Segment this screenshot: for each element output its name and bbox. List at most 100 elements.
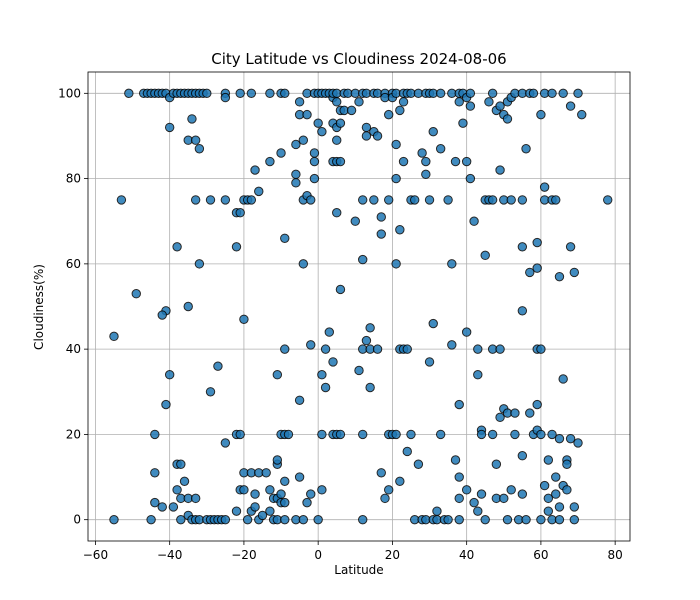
data-point [335, 284, 346, 295]
data-point [480, 514, 490, 525]
data-point [205, 387, 216, 397]
data-point [569, 502, 580, 512]
data-point [354, 365, 364, 376]
data-point [261, 468, 271, 478]
data-point [172, 242, 182, 252]
data-point [354, 97, 364, 107]
data-point [398, 156, 409, 167]
data-point [525, 267, 535, 278]
data-point [577, 109, 587, 120]
data-point [250, 502, 260, 512]
x-tick-label: 80 [608, 548, 623, 562]
data-point [265, 485, 275, 495]
data-point [294, 472, 305, 482]
data-point [502, 114, 513, 124]
data-point [294, 395, 305, 405]
data-point [302, 109, 312, 120]
data-point [450, 455, 461, 465]
data-point [569, 267, 580, 278]
data-point [346, 105, 357, 116]
data-point [280, 344, 290, 354]
data-point [164, 122, 175, 133]
y-tick-label: 100 [58, 86, 81, 100]
data-point [332, 97, 342, 107]
data-point [435, 88, 446, 99]
data-point [257, 510, 268, 521]
data-point [164, 370, 175, 380]
y-tick-label: 20 [66, 427, 81, 441]
data-point [176, 459, 186, 469]
data-point [358, 254, 368, 265]
data-points [109, 88, 613, 525]
data-point [454, 399, 464, 410]
data-point [298, 135, 309, 145]
data-point [491, 459, 502, 469]
data-point [473, 344, 483, 354]
data-point [391, 429, 401, 440]
data-point [495, 101, 505, 111]
data-point [306, 340, 316, 350]
data-point [109, 514, 119, 525]
data-point [372, 344, 383, 354]
x-tick-label: −60 [83, 548, 108, 562]
data-point [350, 216, 360, 226]
data-point [246, 195, 257, 205]
data-point [194, 144, 205, 154]
data-point [487, 195, 498, 205]
data-point [435, 429, 446, 440]
data-point [280, 476, 290, 487]
data-point [265, 156, 275, 167]
data-point [380, 493, 390, 504]
data-point [317, 370, 327, 380]
data-point [250, 165, 260, 175]
data-point [510, 408, 520, 418]
data-point [246, 88, 257, 99]
data-point [603, 195, 613, 205]
data-point [558, 374, 568, 384]
data-point [421, 156, 431, 167]
x-tick-label: −40 [157, 548, 182, 562]
data-point [562, 485, 572, 495]
data-point [220, 195, 231, 205]
data-point [369, 195, 379, 205]
data-point [320, 344, 331, 354]
data-point [328, 357, 338, 367]
data-point [220, 514, 231, 525]
data-point [554, 433, 565, 444]
data-point [454, 514, 464, 525]
data-point [495, 412, 505, 423]
data-point [205, 195, 216, 205]
data-point [551, 489, 561, 499]
data-point [276, 148, 286, 158]
x-axis-label: Latitude [334, 563, 383, 577]
data-point [465, 173, 476, 184]
data-point [435, 144, 446, 154]
data-point [361, 335, 372, 346]
data-point [265, 88, 275, 99]
data-point [532, 399, 542, 410]
data-point [573, 438, 583, 448]
data-point [543, 455, 554, 465]
data-point [521, 514, 531, 525]
data-point [554, 271, 565, 282]
data-point [551, 195, 561, 205]
x-tick-label: −20 [231, 548, 256, 562]
data-point [469, 497, 479, 508]
data-point [320, 382, 331, 393]
data-point [517, 242, 528, 252]
data-point [391, 139, 401, 150]
data-point [116, 195, 127, 205]
data-point [443, 195, 453, 205]
data-point [150, 429, 160, 440]
data-point [376, 229, 386, 239]
data-point [536, 429, 546, 440]
data-point [383, 195, 394, 205]
data-point [565, 101, 576, 111]
data-point [172, 485, 182, 495]
data-point [242, 514, 253, 525]
data-point [543, 493, 554, 504]
data-point [239, 314, 249, 324]
data-point [395, 105, 405, 116]
data-point [495, 344, 505, 354]
